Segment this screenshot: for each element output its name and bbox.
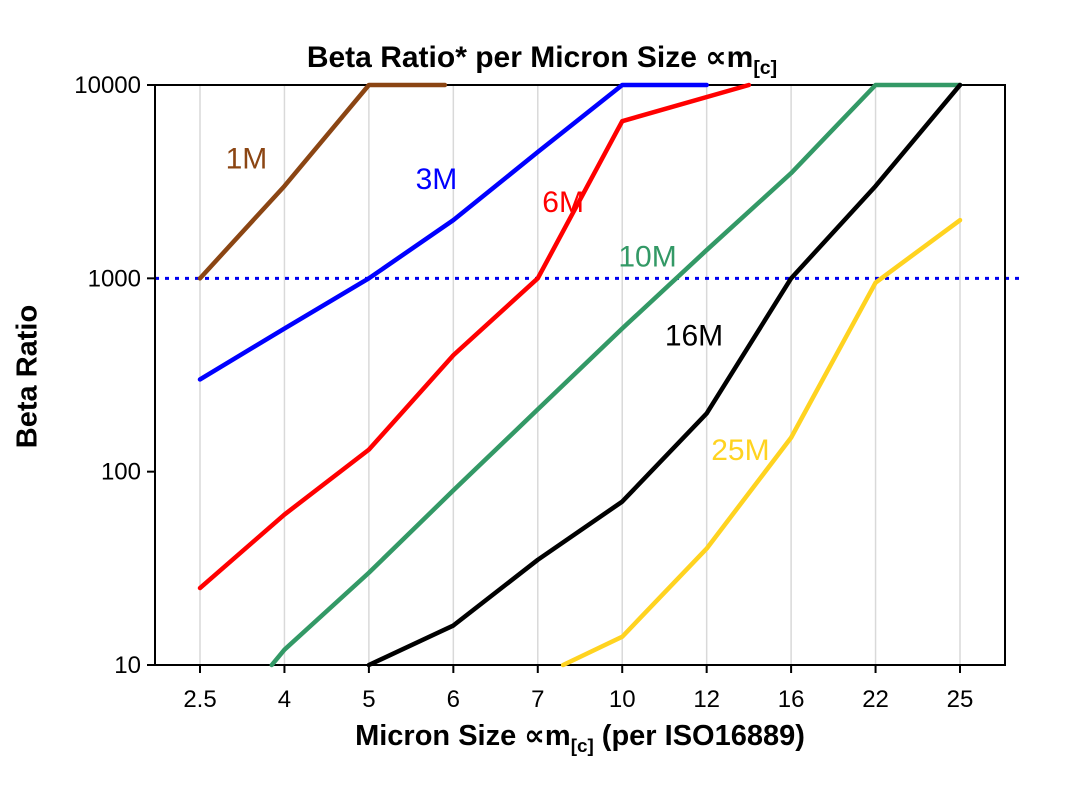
x-axis-label-suffix: (per ISO16889) [593,720,805,752]
x-tick-label: 2.5 [183,686,216,713]
x-axis-label: Micron Size ∝m[c] (per ISO16889) [155,718,1005,757]
chart-title-symbol: ∝m [705,41,754,74]
y-tick-label: 10 [114,652,141,679]
plot-frame [154,84,1006,666]
series-label-10M: 10M [618,241,676,274]
series-label-1M: 1M [226,142,268,175]
x-axis-label-text: Micron Size ∝m [355,720,571,752]
series-label-16M: 16M [665,319,723,352]
x-tick-label: 12 [693,686,720,713]
series-lines [197,82,963,668]
series-line-10M [269,82,963,668]
x-axis-ticks: 2.5 4 5 6 7 10 12 16 22 25 [183,665,973,713]
y-axis-ticks: 10 100 1000 10000 [74,72,155,679]
x-tick-label: 7 [531,686,544,713]
x-tick-label: 5 [362,686,375,713]
gridlines [199,85,961,665]
series-labels: 1M 3M 6M 10M 16M 25M [226,142,770,466]
series-line-1M [197,82,448,281]
series-label-6M: 6M [542,186,584,219]
series-label-25M: 25M [711,434,769,467]
x-tick-label: 6 [447,686,460,713]
x-tick-label: 10 [609,686,636,713]
chart-title: Beta Ratio* per Micron Size ∝m[c] [0,40,1084,80]
x-tick-label: 4 [278,686,291,713]
series-line-6M [197,82,752,591]
x-tick-label: 16 [778,686,805,713]
y-tick-label: 1000 [88,265,141,292]
x-tick-label: 22 [862,686,889,713]
x-axis-label-subscript: [c] [570,734,594,756]
series-line-25M [560,217,963,668]
y-tick-label: 10000 [74,72,141,99]
series-line-3M [197,82,709,382]
x-tick-label: 25 [947,686,974,713]
y-axis-label: Beta Ratio [11,304,44,449]
series-line-16M [366,82,963,668]
y-tick-label: 100 [101,459,141,486]
series-label-3M: 3M [416,163,458,196]
chart-title-text: Beta Ratio* per Micron Size [306,41,706,74]
chart-title-subscript: [c] [753,57,778,79]
